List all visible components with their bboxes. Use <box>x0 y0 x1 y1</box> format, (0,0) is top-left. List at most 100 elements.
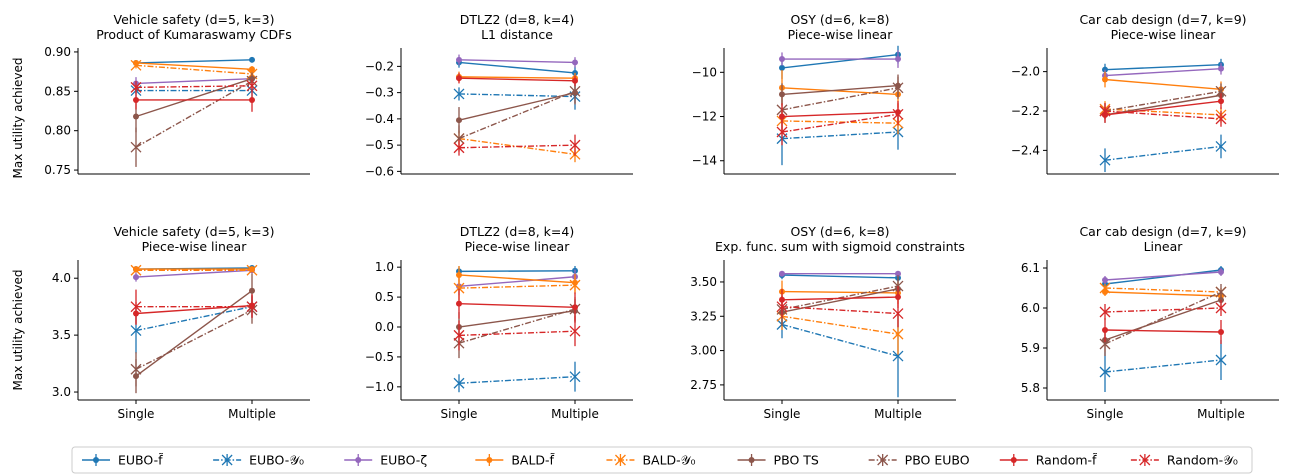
x-tick-label: Single <box>764 407 801 421</box>
legend-marker <box>877 454 889 466</box>
series-line <box>781 315 899 335</box>
y-tick-label: 0.5 <box>375 290 394 304</box>
data-point <box>130 141 142 153</box>
series-random_f <box>779 101 901 130</box>
series-bald_y0 <box>453 276 581 301</box>
data-point <box>1099 338 1111 350</box>
y-tick-label: 0.90 <box>44 45 71 59</box>
y-tick-label: 0.75 <box>44 163 71 177</box>
series-bald_f <box>456 71 578 84</box>
series-line <box>458 310 576 328</box>
data-point <box>130 81 142 93</box>
series-random_y0 <box>130 289 258 324</box>
series-eubo_y0 <box>1099 134 1227 173</box>
series-pbo_ts <box>456 82 578 134</box>
x-tick-label: Multiple <box>874 407 922 421</box>
series-random_y0 <box>1099 300 1227 320</box>
series-random_f <box>133 294 255 325</box>
data-point <box>1215 302 1227 314</box>
data-point <box>895 270 901 277</box>
series-line <box>458 90 576 140</box>
data-point <box>1215 286 1227 298</box>
legend-label: EUBO-f̃ <box>118 453 163 468</box>
series-random_y0 <box>130 79 258 94</box>
series-eubo_f <box>1102 266 1224 288</box>
chart-panel-7: OSY (d=6, k=8)Exp. func. sum with sigmoi… <box>690 224 965 421</box>
y-tick-label: 0.80 <box>44 124 71 138</box>
panel-subtitle: Piece-wise linear <box>465 239 571 254</box>
series-eubo_y0 <box>130 82 258 99</box>
y-tick-label: 5.9 <box>1021 341 1040 355</box>
data-point <box>892 350 904 362</box>
panel-subtitle: L1 distance <box>481 27 553 42</box>
y-tick-label: −2.0 <box>1011 65 1040 79</box>
legend: EUBO-f̃ EUBO-𝒴₀ EUBO-ζ BALD-f̃ BALD-𝒴₀ PBO TS… <box>71 446 1253 474</box>
data-point <box>1215 354 1227 366</box>
data-point <box>892 108 904 120</box>
chart-panel-8: Car cab design (d=7, k=9)Linear 5.8 5.9 6.0… <box>1021 224 1279 421</box>
series-random_y0 <box>776 103 904 146</box>
legend-label: BALD-𝒴₀ <box>642 453 695 468</box>
series-eubo_y0 <box>130 295 258 354</box>
y-tick-label: 3.0 <box>52 385 71 399</box>
data-point <box>133 274 139 281</box>
panel-title: Car cab design (d=7, k=9) <box>1079 224 1246 239</box>
series-eubo_f <box>779 270 901 282</box>
y-tick-label: 6.0 <box>1021 301 1040 315</box>
panel-title: Vehicle safety (d=5, k=3) <box>114 12 275 27</box>
series-line <box>458 276 576 288</box>
data-point <box>1099 282 1111 294</box>
data-point <box>569 279 581 291</box>
series-line <box>1104 90 1222 112</box>
series-eubo_zeta <box>779 50 901 68</box>
y-tick-label: 3.50 <box>690 275 717 289</box>
y-tick-label: −2.4 <box>1011 143 1040 157</box>
chart-panel-3: OSY (d=6, k=8)Piece-wise linear −14 −12 −10 <box>692 12 956 175</box>
series-eubo_zeta <box>1102 268 1224 284</box>
legend-marker <box>748 457 755 463</box>
data-point <box>1218 65 1224 72</box>
data-point <box>776 301 788 313</box>
panel-title: DTLZ2 (d=8, k=4) <box>460 224 574 239</box>
x-tick-label: Single <box>118 407 155 421</box>
y-tick-label: 4.0 <box>52 271 71 285</box>
series-eubo_f <box>133 56 255 66</box>
series-line <box>781 305 899 315</box>
data-point <box>572 304 578 311</box>
series-random_f <box>133 88 255 112</box>
y-tick-label: −0.6 <box>365 164 394 178</box>
x-tick-label: Multiple <box>1197 407 1245 421</box>
data-point <box>456 117 462 124</box>
series-line <box>1104 67 1222 77</box>
series-line <box>1104 291 1222 297</box>
panel-subtitle: Piece-wise linear <box>1111 27 1217 42</box>
series-line <box>458 284 576 289</box>
data-point <box>133 96 139 103</box>
data-point <box>249 56 255 63</box>
series-line <box>781 323 899 357</box>
x-tick-label: Multiple <box>228 407 276 421</box>
data-point <box>246 264 258 276</box>
legend-label: EUBO-𝒴₀ <box>249 453 304 468</box>
series-line <box>458 91 576 121</box>
series-random_y0 <box>1099 103 1227 127</box>
data-point <box>130 59 142 71</box>
series-line <box>458 59 576 64</box>
series-random_f <box>456 288 578 323</box>
series-line <box>1104 145 1222 161</box>
series-line <box>1104 291 1222 345</box>
data-point <box>1102 76 1108 83</box>
panel-title: Vehicle safety (d=5, k=3) <box>114 224 275 239</box>
series-eubo_f <box>456 265 578 277</box>
y-tick-label: 3.25 <box>690 309 717 323</box>
series-line <box>458 330 576 337</box>
panel-title: OSY (d=6, k=8) <box>790 224 889 239</box>
data-point <box>1099 366 1111 378</box>
series-eubo_zeta <box>456 269 578 296</box>
series-line <box>1104 78 1222 91</box>
data-point <box>246 301 258 313</box>
data-point <box>1218 329 1224 335</box>
data-point <box>569 325 581 337</box>
series-eubo_y0 <box>776 310 904 398</box>
